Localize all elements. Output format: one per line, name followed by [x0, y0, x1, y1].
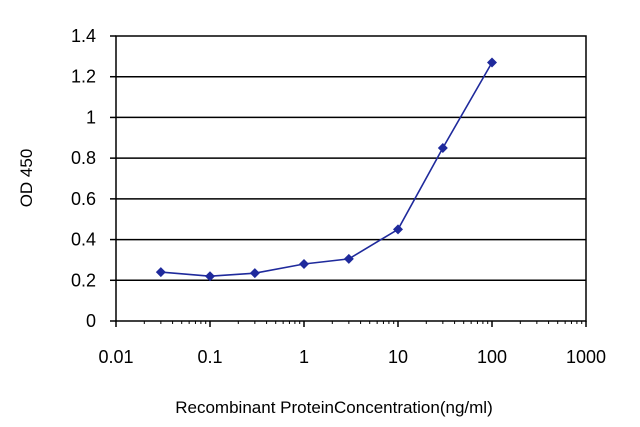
- y-tick-label: 1.4: [71, 26, 96, 46]
- y-tick-label: 0.8: [71, 148, 96, 168]
- data-point: [299, 259, 309, 269]
- data-point: [393, 224, 403, 235]
- data-point: [487, 57, 497, 68]
- series-line: [160, 62, 493, 278]
- y-tick-label: 0: [86, 311, 96, 331]
- data-point: [343, 253, 354, 264]
- x-tick-label: 100: [477, 347, 507, 367]
- y-tick-label: 1: [86, 107, 96, 127]
- plot-area: [115, 35, 587, 322]
- data-points: [155, 57, 497, 282]
- data-point: [437, 142, 448, 153]
- y-tick-label: 1.2: [71, 67, 96, 87]
- x-tick-label: 10: [388, 347, 408, 367]
- y-axis-label: OD 450: [17, 149, 36, 208]
- x-tick-label: 1000: [566, 347, 606, 367]
- x-tick-label: 0.01: [98, 347, 133, 367]
- data-point: [205, 271, 215, 282]
- data-point: [249, 268, 260, 279]
- x-axis-label: Recombinant ProteinConcentration(ng/ml): [175, 398, 493, 417]
- y-tick-label: 0.6: [71, 189, 96, 209]
- y-axis: 0 0.2 0.4 0.6 0.8 1 1.2 1.4: [71, 26, 116, 331]
- x-tick-label: 1: [299, 347, 309, 367]
- data-point: [155, 267, 166, 278]
- y-tick-label: 0.4: [71, 230, 96, 250]
- x-axis: 0.01 0.1 1 10 100 1000: [98, 321, 606, 367]
- gridlines: [116, 75, 586, 282]
- y-tick-label: 0.2: [71, 270, 96, 290]
- x-tick-label: 0.1: [197, 347, 222, 367]
